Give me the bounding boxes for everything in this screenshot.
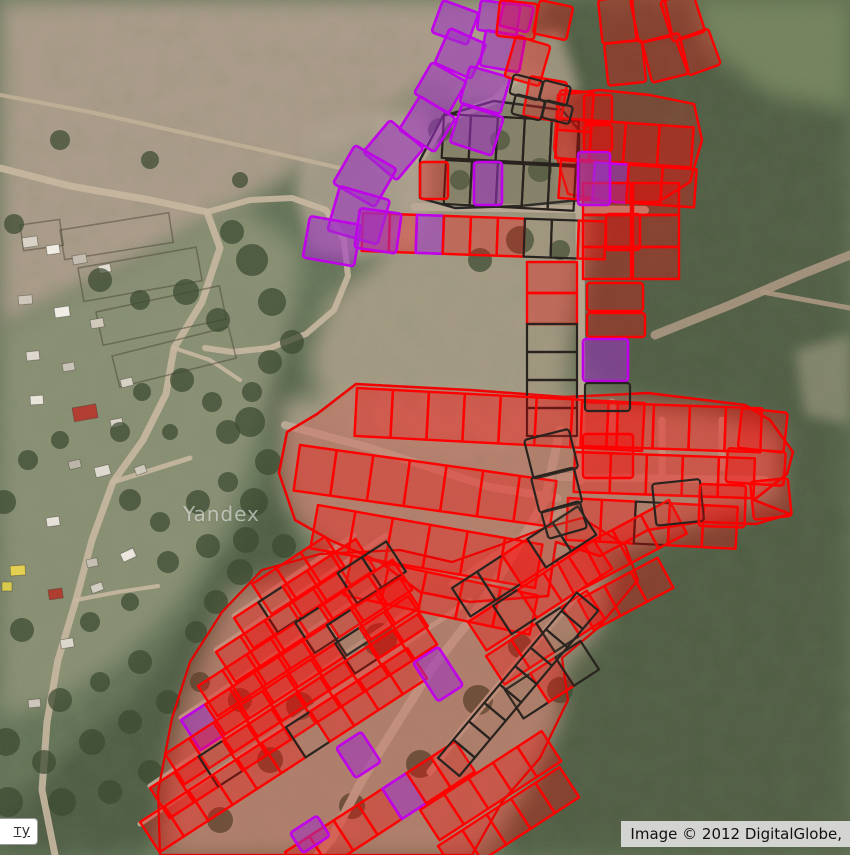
parcel[interactable] — [498, 0, 535, 34]
parcel[interactable] — [495, 216, 527, 258]
parcel[interactable] — [551, 505, 598, 553]
parcel[interactable] — [749, 477, 793, 521]
parcel[interactable] — [583, 381, 632, 413]
parcel[interactable] — [560, 591, 600, 631]
parcel[interactable] — [687, 404, 728, 453]
attribution-bar: Image © 2012 DigitalGlobe, — [621, 821, 850, 847]
parcel[interactable] — [697, 482, 748, 529]
parcel[interactable] — [522, 217, 553, 259]
parcel[interactable] — [582, 123, 614, 153]
parcel[interactable] — [367, 558, 414, 607]
bottom-left-link[interactable]: ту — [0, 818, 38, 845]
parcel[interactable] — [560, 589, 607, 637]
parcel[interactable] — [534, 765, 581, 815]
parcel[interactable] — [631, 245, 681, 281]
parcel[interactable] — [374, 576, 421, 626]
parcel[interactable] — [651, 403, 692, 451]
parcel[interactable] — [525, 291, 579, 326]
parcel[interactable] — [603, 39, 648, 87]
parcel[interactable] — [631, 181, 681, 217]
parcel[interactable] — [525, 322, 579, 354]
parcel[interactable] — [449, 103, 505, 157]
parcel[interactable] — [576, 150, 612, 207]
parcel[interactable] — [521, 117, 553, 165]
parcel[interactable] — [540, 500, 588, 540]
parcel[interactable] — [651, 478, 705, 527]
parcel[interactable] — [412, 646, 464, 702]
parcel[interactable] — [530, 466, 583, 514]
parcel[interactable] — [335, 731, 381, 779]
parcel[interactable] — [472, 160, 504, 207]
parcel[interactable] — [675, 28, 722, 77]
parcel[interactable] — [353, 386, 395, 440]
parcel[interactable] — [736, 407, 789, 454]
parcel[interactable] — [461, 392, 503, 445]
parcel[interactable] — [581, 245, 633, 281]
parcel[interactable] — [458, 65, 511, 115]
parcel[interactable] — [724, 447, 787, 487]
parcel[interactable] — [495, 0, 539, 41]
attribution-text: Image © 2012 DigitalGlobe, — [630, 825, 842, 843]
parcel[interactable] — [541, 99, 574, 125]
parcel[interactable] — [582, 93, 614, 125]
parcel[interactable] — [468, 215, 500, 257]
parcel[interactable] — [655, 123, 695, 169]
parcel[interactable] — [516, 729, 563, 779]
parcel[interactable] — [441, 214, 473, 256]
parcel[interactable] — [581, 337, 630, 383]
parcel[interactable] — [554, 639, 601, 687]
parcel[interactable] — [567, 539, 614, 587]
parcel[interactable] — [585, 311, 647, 339]
parcel[interactable] — [604, 212, 642, 252]
parcel[interactable] — [549, 218, 580, 260]
parcel[interactable] — [576, 219, 608, 261]
parcel[interactable] — [414, 213, 446, 256]
parcel[interactable] — [382, 594, 430, 644]
parcel[interactable] — [418, 160, 450, 201]
parcel[interactable] — [389, 388, 431, 441]
parcel[interactable] — [301, 215, 363, 268]
parcel[interactable] — [425, 390, 467, 443]
parcel[interactable] — [621, 121, 661, 167]
parcel[interactable] — [512, 474, 558, 528]
parcel[interactable] — [503, 35, 552, 87]
parcel[interactable] — [436, 829, 482, 855]
parcel[interactable] — [520, 162, 551, 211]
parcel[interactable] — [289, 815, 331, 854]
parcel[interactable] — [629, 556, 675, 604]
parcel[interactable] — [523, 428, 579, 480]
parcel[interactable] — [585, 281, 645, 313]
parcel[interactable] — [581, 432, 635, 480]
parcel[interactable] — [532, 0, 574, 41]
parcel-cells-layer — [138, 0, 793, 855]
parcel[interactable] — [353, 207, 403, 255]
parcel[interactable] — [525, 350, 579, 382]
parcel[interactable] — [659, 0, 706, 43]
parcel[interactable] — [525, 260, 579, 295]
